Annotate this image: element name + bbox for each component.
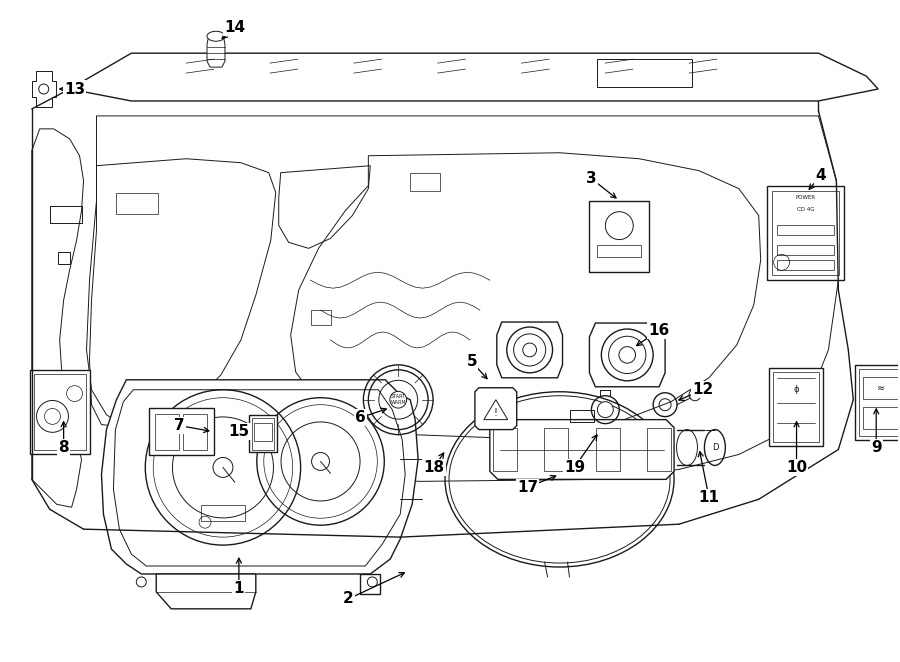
Circle shape	[606, 212, 634, 240]
Text: 14: 14	[224, 20, 246, 35]
Bar	[598, 59, 692, 87]
Text: D: D	[712, 443, 718, 452]
Text: 16: 16	[649, 322, 670, 338]
Bar	[596, 428, 619, 471]
Bar	[647, 428, 671, 471]
Text: 6: 6	[355, 410, 365, 425]
Bar	[252, 418, 274, 449]
Text: ϕ: ϕ	[793, 385, 799, 395]
Text: POWER: POWER	[796, 195, 815, 200]
Bar	[598, 245, 641, 257]
Polygon shape	[157, 574, 256, 609]
Bar	[771, 191, 840, 275]
Polygon shape	[360, 574, 381, 594]
Bar	[769, 368, 824, 446]
Polygon shape	[497, 322, 562, 378]
Bar	[863, 406, 899, 428]
Polygon shape	[490, 420, 674, 479]
Bar	[855, 365, 900, 440]
Bar	[544, 428, 568, 471]
Text: ≈: ≈	[878, 383, 886, 393]
Polygon shape	[475, 388, 517, 430]
Polygon shape	[32, 71, 56, 107]
Text: 19: 19	[564, 460, 585, 475]
Bar	[34, 374, 86, 451]
Polygon shape	[207, 34, 225, 67]
Bar	[777, 260, 834, 270]
Bar	[58, 252, 69, 264]
Bar	[155, 414, 179, 449]
Text: 2: 2	[343, 591, 354, 606]
Bar	[777, 246, 834, 256]
Text: START
WARM: START WARM	[391, 395, 406, 405]
Bar	[863, 377, 899, 399]
Bar	[777, 226, 834, 236]
Bar	[570, 410, 594, 422]
Polygon shape	[102, 380, 418, 574]
Text: 10: 10	[786, 460, 807, 475]
Text: 1: 1	[234, 581, 244, 596]
Text: 11: 11	[698, 490, 719, 505]
Circle shape	[598, 402, 613, 418]
Bar	[254, 422, 272, 440]
Bar	[50, 205, 82, 224]
Bar	[590, 201, 649, 272]
Bar	[248, 414, 276, 453]
Bar	[767, 185, 844, 280]
Polygon shape	[590, 323, 665, 387]
Text: 9: 9	[871, 440, 881, 455]
Text: 3: 3	[586, 171, 597, 186]
Text: 18: 18	[424, 460, 445, 475]
Bar	[183, 414, 207, 449]
Bar	[493, 428, 517, 471]
Text: 4: 4	[815, 168, 826, 183]
Bar	[772, 372, 819, 442]
Bar	[116, 193, 158, 214]
Text: 5: 5	[466, 354, 477, 369]
Bar	[201, 505, 245, 521]
Text: !: !	[494, 408, 498, 418]
Circle shape	[390, 391, 407, 408]
Bar	[860, 369, 900, 436]
Text: 12: 12	[692, 382, 714, 397]
Text: 7: 7	[174, 418, 184, 433]
Text: 17: 17	[518, 480, 538, 495]
Text: CD 4G: CD 4G	[796, 207, 814, 212]
Text: 13: 13	[64, 81, 86, 97]
Bar	[30, 370, 89, 455]
Bar	[410, 173, 440, 191]
Text: 8: 8	[58, 440, 69, 455]
Bar	[149, 408, 214, 455]
Ellipse shape	[207, 31, 225, 41]
Text: 15: 15	[229, 424, 249, 439]
